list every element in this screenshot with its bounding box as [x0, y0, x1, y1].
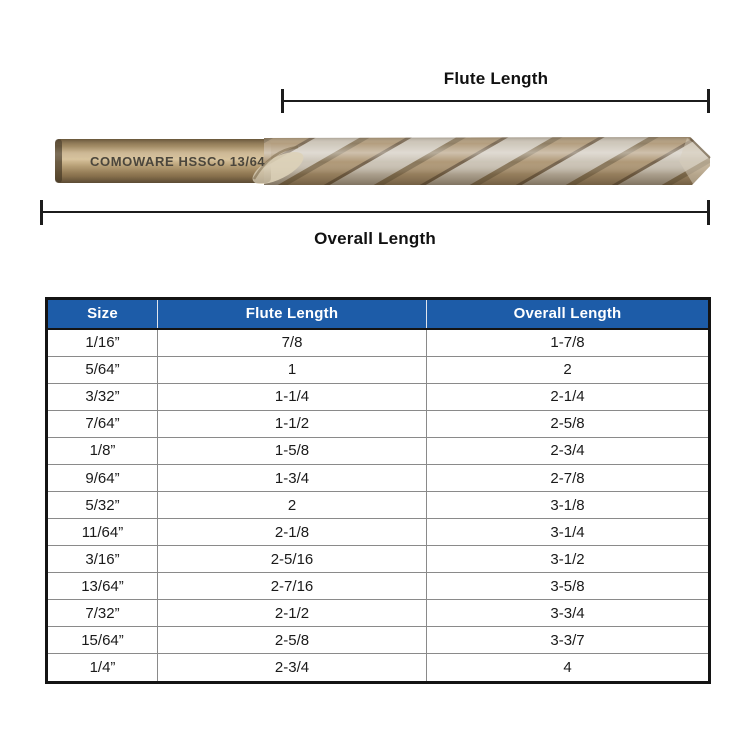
size-cell: 1/4” [46, 653, 158, 683]
flute-length-dimension-line [282, 100, 709, 102]
size-cell: 11/64” [46, 518, 158, 547]
size-cell: 5/32” [46, 491, 158, 520]
spec-table-header: Size Flute Length Overall Length [46, 298, 710, 330]
flute-length-cell: 2-5/8 [157, 626, 427, 655]
flute-length-cell: 2-3/4 [157, 653, 427, 683]
drill-tip-facet [679, 138, 710, 184]
overall-length-cell: 3-3/7 [426, 626, 710, 655]
size-cell: 3/16” [46, 545, 158, 574]
flute-length-cell: 2-5/16 [157, 545, 427, 574]
flute-length-cell: 1 [157, 355, 427, 384]
table-row: 11/64” 2-1/8 3-1/4 [46, 518, 710, 547]
size-cell: 15/64” [46, 626, 158, 655]
spec-table-body: 1/16” 7/8 1-7/8 5/64” 1 2 3/32” 1-1/4 2-… [46, 328, 710, 683]
drill-bit-image: COMOWARE HSSCo 13/64 [55, 137, 711, 185]
table-row: 1/16” 7/8 1-7/8 [46, 328, 710, 357]
table-row: 1/4” 2-3/4 4 [46, 653, 710, 683]
flute-length-cell: 2-1/2 [157, 599, 427, 628]
overall-length-cell: 2-7/8 [426, 463, 710, 493]
flute-length-cell: 1-1/2 [157, 409, 427, 438]
overall-length-cell: 3-1/8 [426, 491, 710, 520]
overall-length-left-tick [40, 200, 43, 225]
overall-length-cell: 3-3/4 [426, 599, 710, 628]
table-row: 7/32” 2-1/2 3-3/4 [46, 599, 710, 628]
drill-tip-edge [689, 137, 711, 159]
flute-length-cell: 7/8 [157, 328, 427, 357]
flute-length-cell: 2 [157, 491, 427, 520]
size-cell: 9/64” [46, 463, 158, 493]
size-cell: 1/8” [46, 436, 158, 466]
header-cell-flute-length: Flute Length [157, 298, 427, 330]
table-row: 1/8” 1-5/8 2-3/4 [46, 436, 710, 466]
overall-length-right-tick [707, 200, 710, 225]
size-cell: 5/64” [46, 355, 158, 384]
flute-length-right-tick [707, 89, 710, 113]
overall-length-label: Overall Length [314, 229, 436, 248]
table-row: 3/16” 2-5/16 3-1/2 [46, 545, 710, 574]
overall-length-cell: 2-3/4 [426, 436, 710, 466]
size-cell: 7/64” [46, 409, 158, 438]
table-row: 15/64” 2-5/8 3-3/7 [46, 626, 710, 655]
table-row: 5/64” 1 2 [46, 355, 710, 384]
overall-length-dimension-line [41, 211, 709, 213]
size-cell: 13/64” [46, 572, 158, 601]
table-row: 3/32” 1-1/4 2-1/4 [46, 382, 710, 411]
overall-length-cell: 3-1/2 [426, 545, 710, 574]
table-row: 5/32” 2 3-1/8 [46, 491, 710, 520]
size-cell: 1/16” [46, 328, 158, 357]
table-row: 9/64” 1-3/4 2-7/8 [46, 463, 710, 493]
drill-flutes [264, 137, 710, 185]
spec-table: Size Flute Length Overall Length 1/16” 7… [45, 297, 711, 684]
flute-length-cell: 2-7/16 [157, 572, 427, 601]
size-cell: 7/32” [46, 599, 158, 628]
flute-length-left-tick [281, 89, 284, 113]
flute-length-cell: 2-1/8 [157, 518, 427, 547]
size-cell: 3/32” [46, 382, 158, 411]
flute-length-cell: 1-3/4 [157, 463, 427, 493]
header-cell-overall-length: Overall Length [426, 298, 710, 330]
overall-length-cell: 1-7/8 [426, 328, 710, 357]
header-cell-size: Size [46, 298, 158, 330]
overall-length-cell: 2-1/4 [426, 382, 710, 411]
overall-length-cell: 3-5/8 [426, 572, 710, 601]
overall-length-cell: 2-5/8 [426, 409, 710, 438]
bit-marking-text: COMOWARE HSSCo 13/64 [90, 154, 265, 169]
flute-length-label: Flute Length [443, 69, 549, 88]
overall-length-cell: 2 [426, 355, 710, 384]
table-row: 7/64” 1-1/2 2-5/8 [46, 409, 710, 438]
header-row: Size Flute Length Overall Length [46, 298, 710, 330]
overall-length-cell: 4 [426, 653, 710, 683]
table-row: 13/64” 2-7/16 3-5/8 [46, 572, 710, 601]
overall-length-cell: 3-1/4 [426, 518, 710, 547]
flute-length-cell: 1-1/4 [157, 382, 427, 411]
flute-length-cell: 1-5/8 [157, 436, 427, 466]
